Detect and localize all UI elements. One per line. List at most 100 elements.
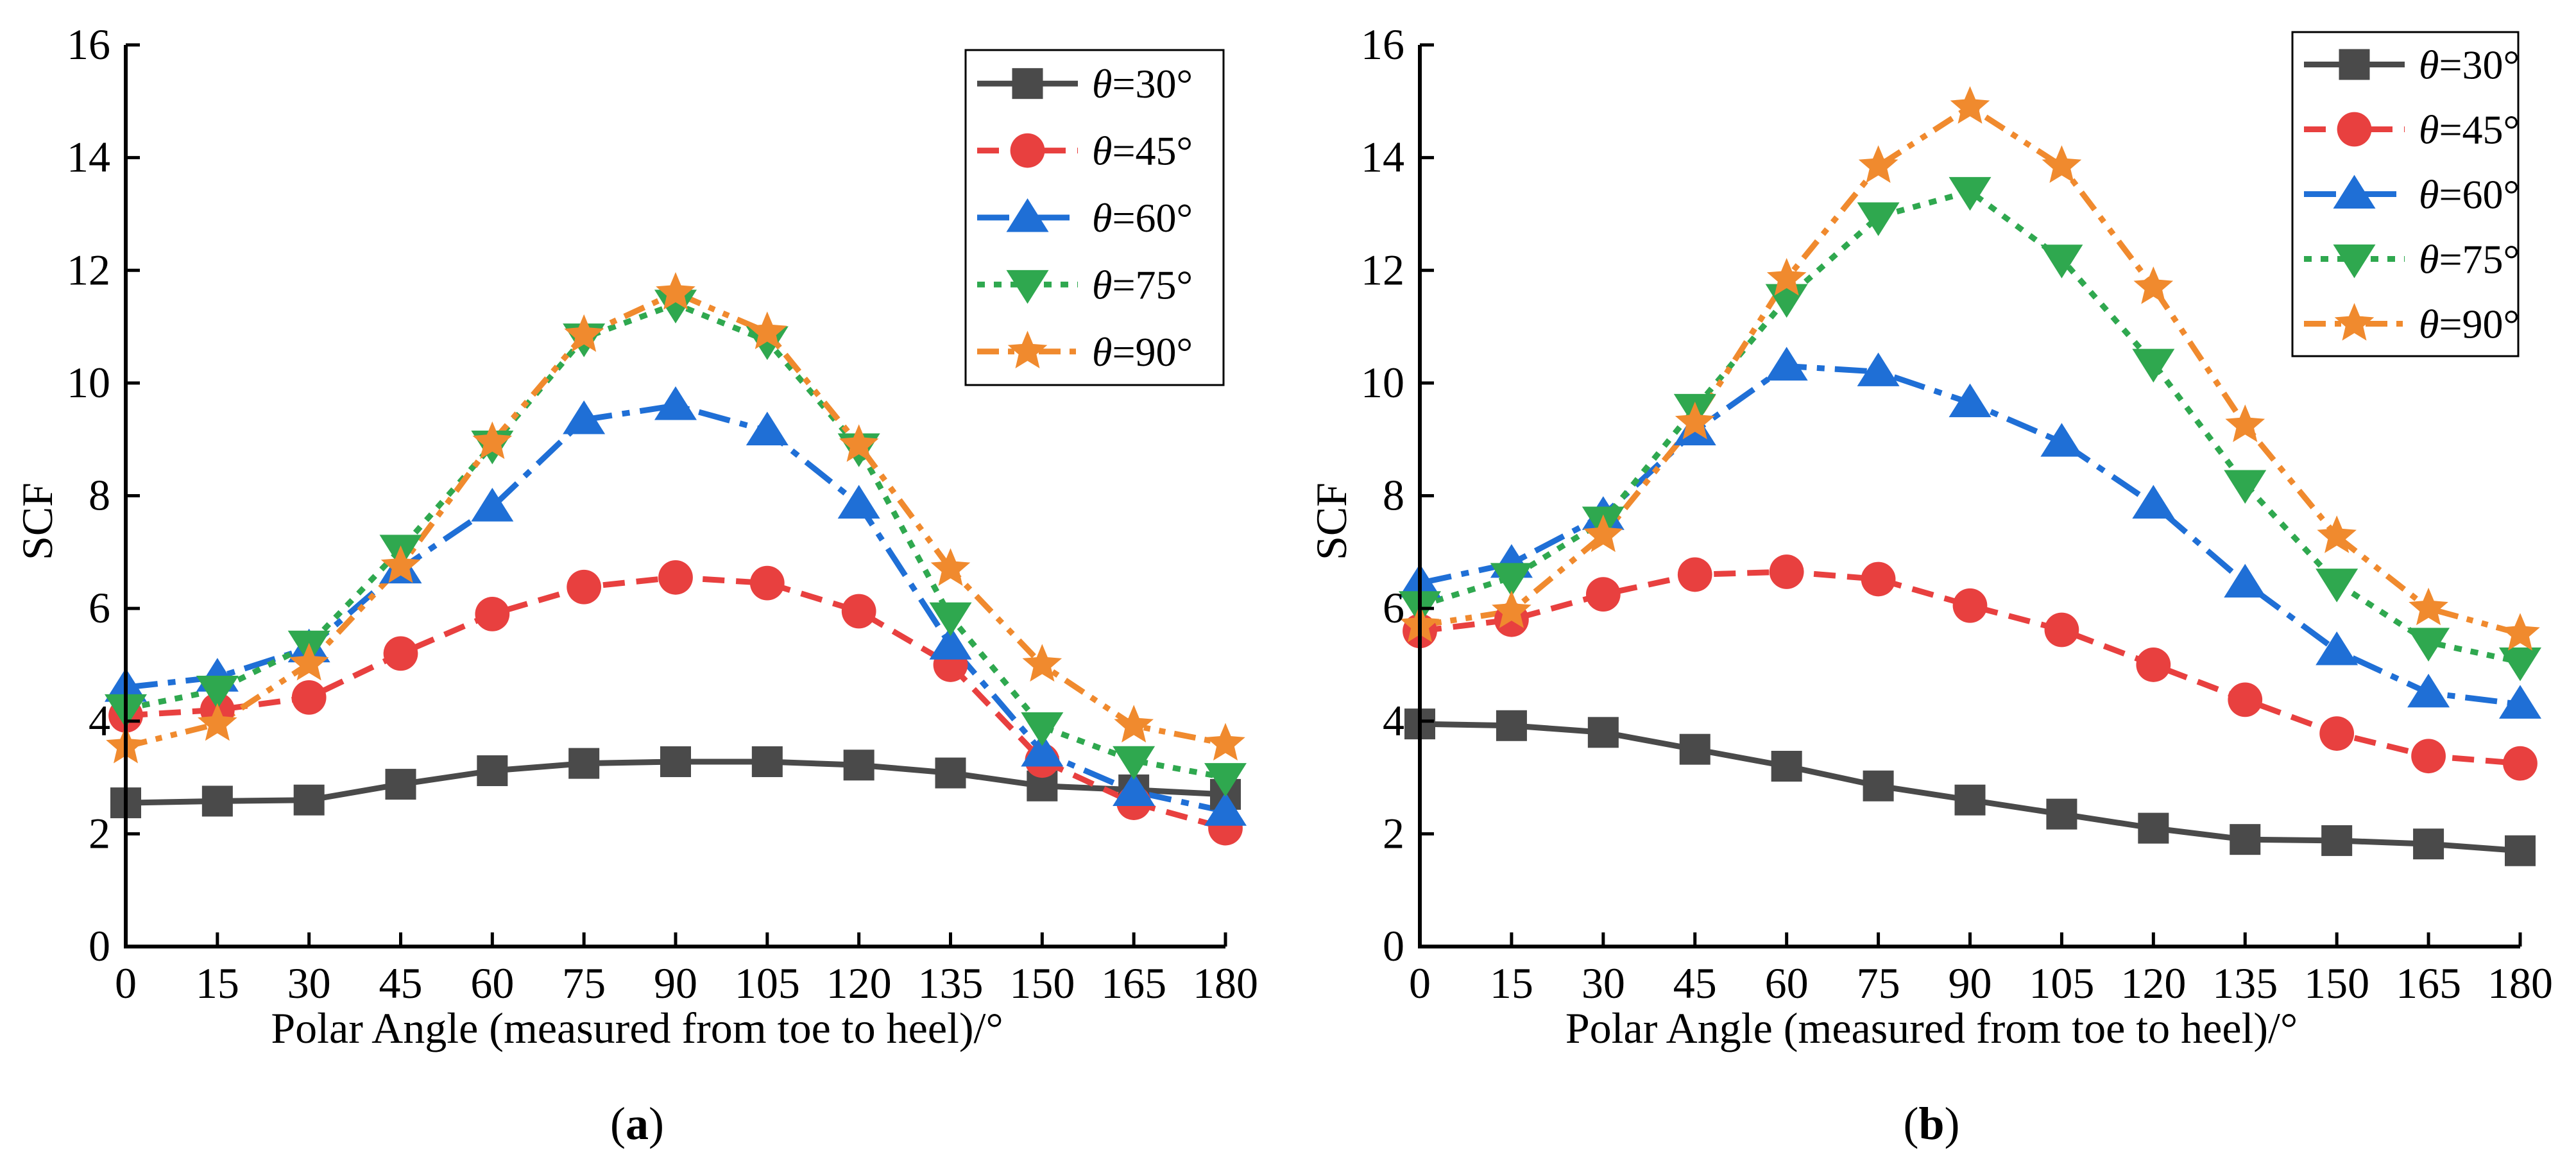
data-point [839,424,879,462]
data-point [1496,710,1527,741]
data-point [929,602,972,637]
data-point [1861,562,1896,597]
data-point [1771,751,1802,782]
x-tick-label: 120 [2120,959,2186,1007]
y-axis-label: SCF [13,483,62,560]
data-point [1858,145,1898,183]
y-axis-label: SCF [1307,483,1356,560]
data-point [2132,484,2175,519]
data-point [472,421,513,459]
data-point [198,703,237,741]
legend: θ=30° θ=45° θ=60° θ=75° θ=90° [2291,31,2520,357]
data-point [2224,470,2267,504]
data-point [749,565,785,601]
data-point [746,411,789,446]
data-point [1769,554,1804,589]
data-point [1857,202,1900,236]
x-tick-label: 105 [2029,959,2094,1007]
data-point [380,545,421,583]
data-point [1583,514,1623,553]
x-tick-label: 135 [918,959,984,1007]
y-tick-label: 0 [1383,922,1404,970]
data-point [471,488,514,522]
legend-entry-label: θ=30° [1092,61,1193,107]
legend-marker [1006,270,1049,304]
data-point [1950,86,1990,124]
data-point [2317,515,2357,553]
x-tick-label: 0 [1409,959,1431,1007]
y-tick-label: 10 [1361,358,1404,407]
legend-entry-label: θ=30° [2419,42,2520,88]
x-tick-label: 30 [287,959,331,1007]
x-axis-label: Polar Angle (measured from toe to heel)/… [271,1004,1003,1052]
data-point [656,272,695,310]
x-tick-label: 75 [562,959,606,1007]
data-point [660,746,691,777]
data-point [1949,383,1992,418]
legend-marker [2334,303,2375,341]
y-tick-label: 8 [89,471,110,520]
legend-marker [1010,133,1045,168]
data-point [289,642,329,681]
data-point [1206,723,1245,761]
legend-entry-label: θ=60° [2419,172,2520,218]
series-line-1 [125,574,1227,831]
legend: θ=30° θ=45° θ=60° θ=75° θ=90° [964,49,1225,386]
x-tick-label: 60 [470,959,514,1007]
data-point [291,680,327,715]
x-tick-label: 15 [196,959,239,1007]
y-tick-label: 12 [1361,245,1404,294]
data-point [658,560,693,595]
data-point [2413,828,2444,860]
legend-marker [2333,175,2376,209]
series-markers-0 [1404,708,2536,866]
legend-marker [1007,330,1048,368]
legend-entry-label: θ=75° [1092,262,1193,307]
x-tick-label: 45 [379,959,423,1007]
data-point [2040,423,2083,457]
legend-entry-label: θ=60° [1092,195,1193,241]
panel-b: 0 15 30 45 60 75 90 105 120 135 150 165 180 0 2 4 6 8 10 12… [1307,20,2553,1149]
data-point [746,326,789,361]
legend-entry-label: θ=45° [1092,128,1193,174]
data-point [2042,145,2082,183]
x-tick-label: 90 [1949,959,1992,1007]
y-tick-label: 6 [1383,583,1404,632]
data-point [1675,401,1715,440]
x-tick-label: 30 [1582,959,1625,1007]
data-point [1857,352,1900,386]
legend-entry-label: θ=75° [2419,237,2520,282]
data-point [2316,569,2358,603]
data-point [2411,739,2446,774]
legend-marker [1012,68,1043,99]
x-tick-label: 180 [2487,959,2553,1007]
data-point [1492,590,1531,628]
data-point [1949,176,1992,211]
data-point [196,675,239,710]
x-tick-label: 15 [1490,959,1533,1007]
data-point [1766,258,1807,296]
x-tick-label: 105 [735,959,800,1007]
y-tick-label: 10 [67,358,110,407]
panel-a: 0 15 30 45 60 75 90 105 120 135 150 165 180 0 2 4 6 8 10 12… [13,20,1258,1149]
data-point [2228,682,2263,717]
data-point [2133,266,2174,304]
series-markers-1 [108,560,1243,846]
x-tick-label: 90 [654,959,697,1007]
x-tick-label: 60 [1765,959,1809,1007]
data-point [1022,644,1062,682]
y-tick-label: 14 [1361,133,1404,182]
data-point [2499,685,2541,719]
y-tick-label: 16 [67,20,110,69]
panel-label: (a) [610,1098,664,1149]
data-point [935,757,966,789]
data-point [1952,588,1988,623]
y-tick-label: 8 [1383,471,1404,520]
data-point [201,785,233,817]
y-tick-label: 16 [1361,20,1404,69]
data-point [751,746,783,777]
x-tick-label: 120 [826,959,892,1007]
data-point [843,750,874,781]
data-point [2321,825,2353,856]
